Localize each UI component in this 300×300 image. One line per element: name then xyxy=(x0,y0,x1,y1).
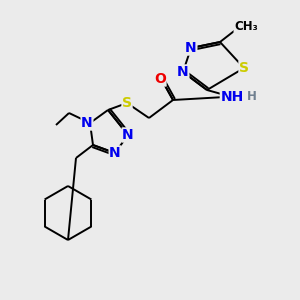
Text: CH₃: CH₃ xyxy=(234,20,258,32)
Text: N: N xyxy=(177,65,189,79)
Text: H: H xyxy=(247,91,257,103)
Text: N: N xyxy=(185,41,197,55)
Text: S: S xyxy=(122,96,132,110)
Text: N: N xyxy=(122,128,134,142)
Text: N: N xyxy=(109,146,121,160)
Text: NH: NH xyxy=(220,90,244,104)
Text: N: N xyxy=(81,116,93,130)
Text: O: O xyxy=(154,72,166,86)
Text: S: S xyxy=(239,61,249,75)
